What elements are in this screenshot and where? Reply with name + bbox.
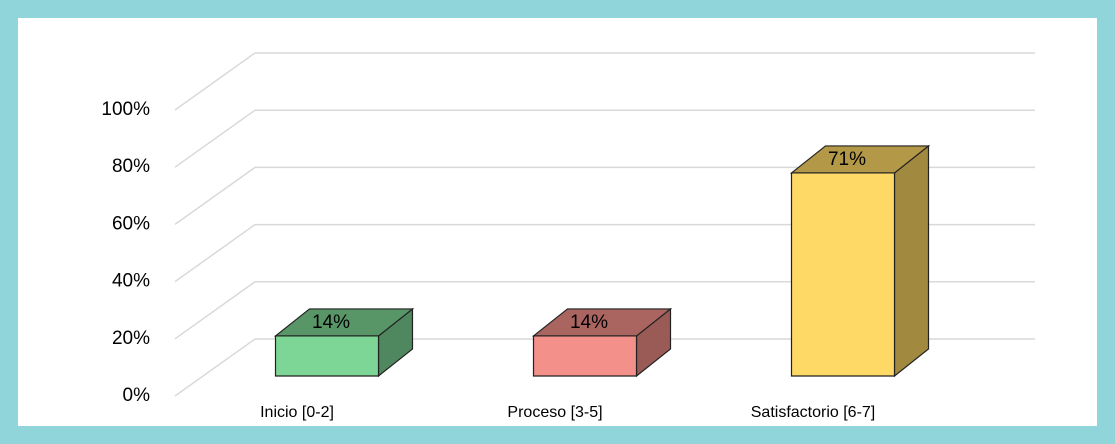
y-tick-label: 40% [112,271,150,292]
y-tick-label: 100% [101,99,150,120]
grid-line [174,52,1035,111]
grid-line [174,166,1035,226]
bar-front [532,335,638,377]
bar [273,307,415,378]
y-tick-label: 80% [112,156,150,177]
bar-front [790,172,896,377]
x-tick-label: Proceso [3-5] [507,404,602,421]
value-label: 14% [312,312,350,333]
y-tick-label: 60% [112,213,150,234]
value-label: 71% [828,149,866,170]
y-tick-label: 0% [123,385,151,406]
x-tick-label: Inicio [0-2] [260,404,334,421]
bar [789,144,931,378]
grid-line [174,109,1035,168]
y-tick-label: 20% [112,328,150,349]
bar-side [893,144,930,378]
value-label: 14% [570,312,608,333]
bar-front [274,335,380,377]
grid-line [174,281,1035,340]
grid-line [174,338,1035,397]
x-tick-label: Satisfactorio [6-7] [751,404,876,421]
grid-line [174,223,1035,283]
bar [531,307,673,378]
